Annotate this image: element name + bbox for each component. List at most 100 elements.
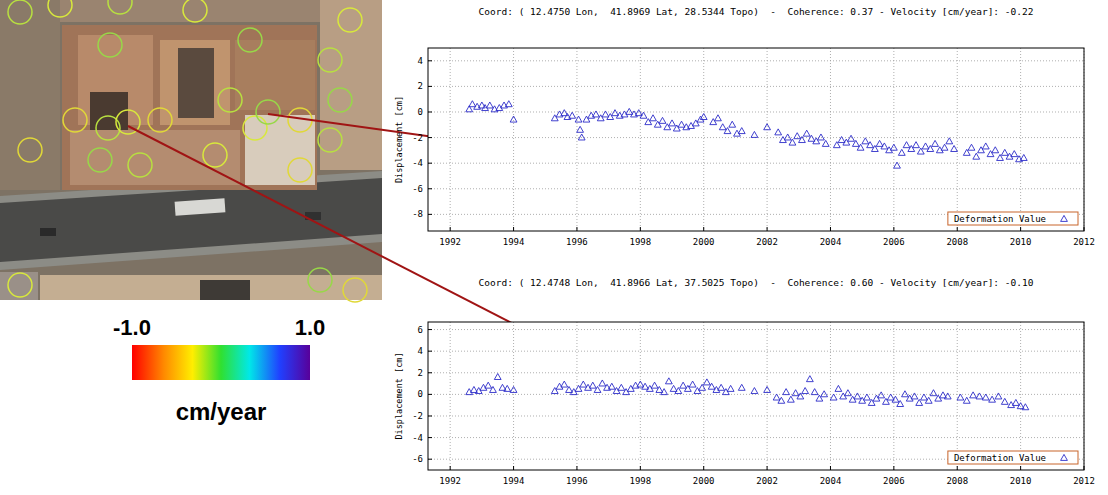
x-tick-label: 2010 bbox=[1010, 476, 1032, 486]
data-point bbox=[830, 394, 837, 400]
data-point bbox=[822, 140, 829, 146]
tick-mark bbox=[893, 466, 894, 470]
courtyard bbox=[200, 280, 250, 300]
data-point bbox=[480, 384, 487, 390]
scatterer-ring bbox=[238, 28, 262, 52]
scatterer-ring bbox=[218, 88, 242, 112]
data-point bbox=[803, 130, 810, 136]
building bbox=[62, 25, 317, 190]
grid-line bbox=[428, 351, 1084, 352]
chart-title: Coord: ( 12.4748 Lon, 41.8966 Lat, 37.50… bbox=[479, 277, 1034, 288]
data-point bbox=[925, 397, 932, 403]
data-point bbox=[1001, 398, 1008, 404]
y-tick-label: -4 bbox=[412, 433, 423, 443]
data-point bbox=[897, 401, 904, 407]
colorbar-scale bbox=[132, 345, 310, 380]
data-point bbox=[932, 140, 939, 146]
y-tick-label: -2 bbox=[412, 411, 423, 421]
scatterer-ring bbox=[18, 138, 42, 162]
tick-mark bbox=[703, 227, 704, 231]
plot-frame bbox=[428, 322, 1084, 470]
tick-mark bbox=[640, 466, 641, 470]
grid-line bbox=[428, 372, 1084, 373]
x-tick-label: 2012 bbox=[1073, 476, 1095, 486]
data-point bbox=[838, 137, 845, 143]
data-point bbox=[669, 120, 676, 126]
data-point bbox=[589, 382, 596, 388]
tick-mark bbox=[428, 60, 432, 61]
data-point bbox=[661, 389, 668, 395]
data-point bbox=[799, 137, 806, 143]
data-point bbox=[575, 385, 582, 391]
grid-line bbox=[576, 322, 577, 470]
data-point bbox=[811, 389, 818, 395]
data-point bbox=[551, 388, 558, 394]
data-point bbox=[976, 393, 983, 399]
tick-mark bbox=[703, 466, 704, 470]
scatterer-ring bbox=[203, 143, 227, 167]
y-tick-label: -6 bbox=[412, 184, 423, 194]
data-point bbox=[881, 143, 888, 149]
data-point bbox=[862, 138, 869, 144]
y-tick-label: -2 bbox=[412, 133, 423, 143]
y-tick-label: 2 bbox=[418, 81, 423, 91]
legend-marker bbox=[1061, 454, 1068, 460]
data-point bbox=[640, 112, 647, 118]
legend-label: Deformation Value bbox=[954, 453, 1046, 463]
x-tick-label: 2000 bbox=[693, 237, 715, 247]
roof bbox=[245, 115, 315, 185]
roof bbox=[160, 40, 230, 125]
x-tick-label: 2000 bbox=[693, 476, 715, 486]
scatterer-ring bbox=[8, 0, 32, 24]
legend: Deformation Value bbox=[948, 212, 1078, 225]
data-point bbox=[894, 162, 901, 168]
x-tick-label: 2010 bbox=[1010, 237, 1032, 247]
data-point bbox=[659, 117, 666, 123]
data-point bbox=[848, 135, 855, 141]
data-point bbox=[808, 135, 815, 141]
data-point bbox=[864, 394, 871, 400]
data-point bbox=[784, 134, 791, 140]
tick-mark bbox=[576, 466, 577, 470]
chart: 1992199419961998200020022004200620082010… bbox=[394, 6, 1095, 247]
data-point bbox=[478, 102, 485, 108]
chart-title: Coord: ( 12.4750 Lon, 41.8969 Lat, 28.53… bbox=[479, 6, 1034, 17]
data-point bbox=[575, 116, 582, 122]
data-point bbox=[1022, 404, 1029, 410]
data-point bbox=[995, 393, 1002, 399]
data-point bbox=[626, 108, 633, 114]
y-tick-label: 2 bbox=[418, 368, 423, 378]
y-tick-label: 0 bbox=[418, 107, 423, 117]
tick-mark bbox=[767, 466, 768, 470]
data-point bbox=[816, 395, 823, 401]
grid-line bbox=[428, 111, 1084, 112]
data-point bbox=[892, 396, 899, 402]
data-point bbox=[773, 394, 780, 400]
data-point bbox=[970, 392, 977, 398]
roof bbox=[235, 40, 315, 110]
data-point bbox=[1020, 154, 1027, 160]
colorbar-tick-label: 1.0 bbox=[295, 315, 326, 340]
grid-line bbox=[428, 86, 1084, 87]
x-tick-label: 2008 bbox=[946, 237, 968, 247]
tick-mark bbox=[640, 227, 641, 231]
scatterer-ring bbox=[48, 0, 72, 17]
x-tick-label: 2008 bbox=[946, 476, 968, 486]
data-point bbox=[787, 396, 794, 402]
scatterer-ring bbox=[343, 278, 367, 302]
points bbox=[466, 101, 1027, 168]
car bbox=[40, 228, 56, 236]
data-point bbox=[618, 384, 625, 390]
legend: Deformation Value bbox=[948, 451, 1078, 464]
data-point bbox=[751, 131, 758, 137]
x-tick-label: 1992 bbox=[439, 476, 461, 486]
data-point bbox=[585, 384, 592, 390]
data-point bbox=[1012, 399, 1019, 405]
y-tick-label: 4 bbox=[418, 346, 423, 356]
y-tick-label: -8 bbox=[412, 209, 423, 219]
x-tick-label: 1994 bbox=[503, 476, 525, 486]
data-point bbox=[944, 393, 951, 399]
photo-ground bbox=[0, 0, 382, 300]
data-point bbox=[876, 140, 883, 146]
data-point bbox=[490, 386, 497, 392]
